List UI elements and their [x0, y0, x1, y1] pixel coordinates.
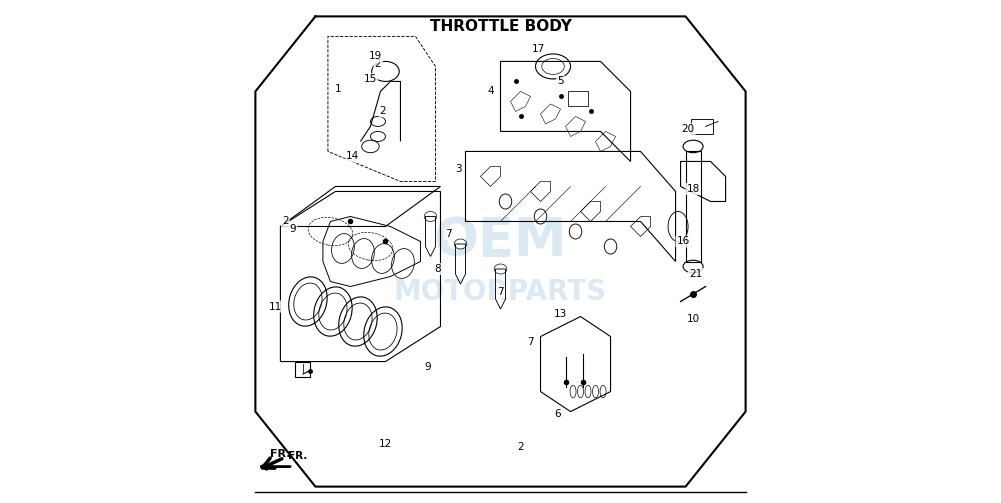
- Text: 3: 3: [454, 164, 461, 174]
- Text: 8: 8: [434, 264, 441, 274]
- Text: 2: 2: [374, 59, 381, 69]
- Text: 7: 7: [497, 287, 504, 296]
- Text: FR.: FR.: [288, 451, 307, 461]
- Text: 16: 16: [677, 236, 690, 246]
- Text: 17: 17: [532, 44, 545, 54]
- Text: 13: 13: [554, 309, 568, 319]
- Text: 7: 7: [444, 229, 451, 239]
- Text: 14: 14: [346, 151, 359, 161]
- Text: OEM: OEM: [433, 215, 568, 268]
- Text: 21: 21: [689, 269, 703, 279]
- Text: 15: 15: [363, 74, 377, 84]
- Text: 4: 4: [487, 87, 493, 97]
- Text: FR.: FR.: [270, 449, 290, 459]
- Text: 12: 12: [378, 439, 392, 449]
- Text: 20: 20: [682, 124, 695, 134]
- Text: 5: 5: [558, 76, 564, 87]
- Text: 2: 2: [518, 442, 524, 452]
- Text: 2: 2: [379, 107, 386, 116]
- Text: 1: 1: [334, 84, 341, 94]
- Text: 6: 6: [555, 409, 562, 419]
- Text: 7: 7: [528, 337, 534, 347]
- Text: THROTTLE BODY: THROTTLE BODY: [429, 19, 572, 34]
- Text: MOTORPARTS: MOTORPARTS: [394, 278, 607, 305]
- Text: 9: 9: [424, 362, 431, 372]
- Text: 18: 18: [687, 184, 700, 194]
- Text: 2: 2: [282, 216, 288, 226]
- Text: 11: 11: [269, 301, 282, 311]
- Text: 10: 10: [687, 314, 700, 324]
- Text: 19: 19: [368, 51, 382, 61]
- Text: 9: 9: [289, 224, 296, 234]
